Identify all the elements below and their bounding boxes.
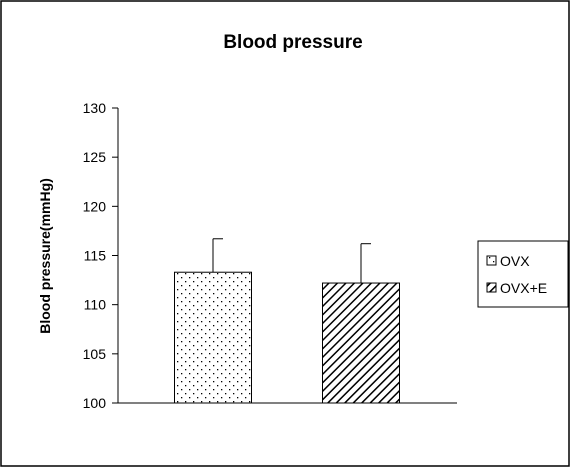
y-tick-label: 110 <box>84 297 107 313</box>
legend-label-ovx: OVX <box>500 253 530 269</box>
y-axis-label: Blood pressure(mmHg) <box>37 178 53 334</box>
y-tick-label: 130 <box>83 100 107 116</box>
legend-box <box>477 240 569 308</box>
y-tick-label: 120 <box>83 198 107 214</box>
chart-title: Blood pressure <box>223 32 362 53</box>
legend-label-ovx-e: OVX+E <box>500 280 547 296</box>
legend: OVX OVX+E <box>477 240 569 308</box>
y-tick-label: 115 <box>84 248 107 264</box>
y-tick-label: 125 <box>83 149 107 165</box>
y-ticks: 100 105 110 115 120 125 130 <box>83 100 118 411</box>
bar-ovx <box>174 271 252 404</box>
bars <box>174 238 400 404</box>
y-tick-label: 105 <box>83 346 107 362</box>
y-tick-label: 100 <box>83 395 107 411</box>
legend-swatch-ovx-e <box>486 282 497 293</box>
bar-ovx-e <box>322 282 400 404</box>
legend-swatch-ovx <box>486 255 497 266</box>
